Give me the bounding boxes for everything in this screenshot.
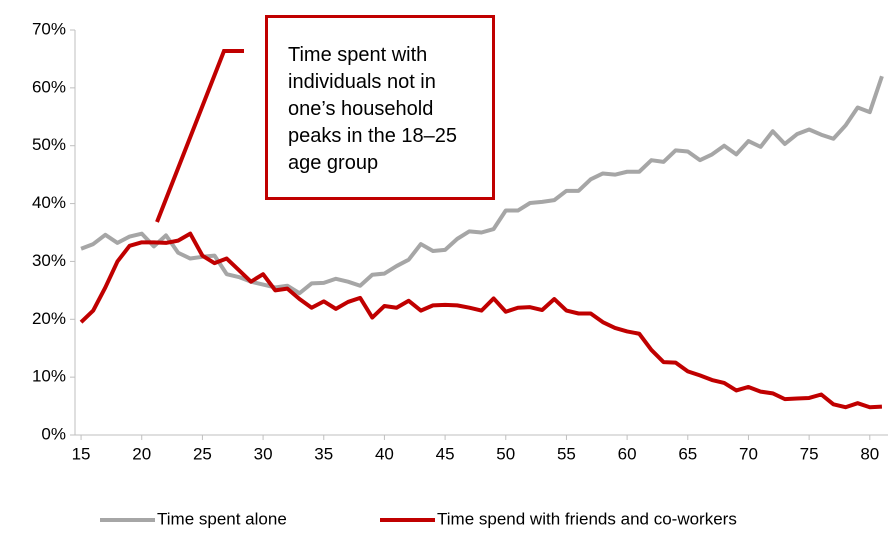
y-tick-label: 60%	[32, 77, 66, 96]
x-tick-label: 80	[860, 444, 879, 463]
x-tick-label: 15	[72, 444, 91, 463]
x-tick-label: 20	[132, 444, 151, 463]
x-tick-label: 40	[375, 444, 394, 463]
x-tick-label: 55	[557, 444, 576, 463]
y-tick-label: 50%	[32, 135, 66, 154]
y-tick-label: 20%	[32, 309, 66, 328]
x-tick-label: 35	[314, 444, 333, 463]
y-tick-label: 40%	[32, 193, 66, 212]
legend-label: Time spend with friends and co-workers	[437, 509, 737, 528]
x-tick-label: 65	[678, 444, 697, 463]
x-tick-label: 70	[739, 444, 758, 463]
legend-label: Time spent alone	[157, 509, 287, 528]
series-line	[79, 231, 883, 410]
series-line	[80, 75, 884, 296]
x-tick-label: 50	[496, 444, 515, 463]
x-tick-label: 30	[254, 444, 273, 463]
x-tick-label: 60	[618, 444, 637, 463]
callout-line	[155, 49, 244, 223]
x-tick-label: 25	[193, 444, 212, 463]
x-tick-label: 75	[800, 444, 819, 463]
annotation: Time spent with individuals not in one’s…	[265, 15, 495, 200]
y-tick-label: 70%	[32, 19, 66, 38]
y-tick-label: 10%	[32, 367, 66, 386]
x-tick-label: 45	[436, 444, 455, 463]
y-tick-label: 0%	[41, 424, 66, 443]
y-tick-label: 30%	[32, 251, 66, 270]
